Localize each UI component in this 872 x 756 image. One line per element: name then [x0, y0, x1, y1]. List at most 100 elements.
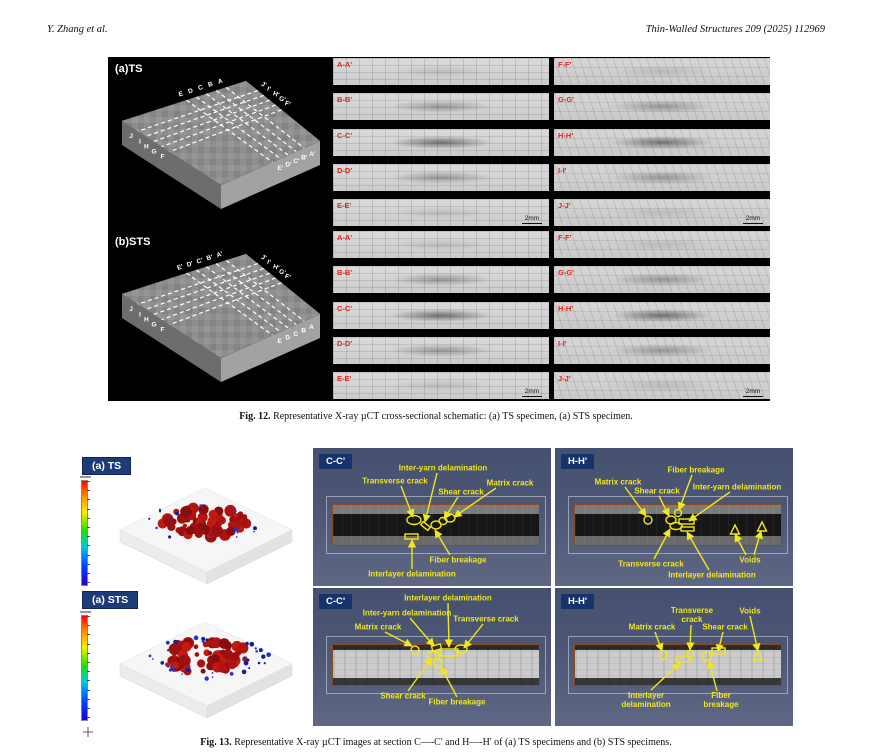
colorbar-tick	[87, 517, 90, 519]
colorbar-tick	[87, 616, 90, 617]
annotation-marker-rect	[427, 651, 440, 660]
damage-red-voxel	[217, 516, 226, 525]
colorbar-tick	[87, 545, 90, 547]
section-label: E-E'	[337, 374, 352, 383]
annotation-arrow	[658, 495, 670, 517]
edge-label: H'	[272, 263, 281, 272]
annotation-arrow	[624, 486, 647, 517]
edge-label: H'	[272, 90, 281, 99]
damage-red-voxel	[217, 663, 227, 673]
annotation-marker-void-triangle	[752, 649, 764, 661]
edge-label: F	[161, 154, 165, 161]
annotation-arrow	[422, 472, 438, 523]
section-label: G-G'	[558, 268, 574, 278]
edge-label: D'	[186, 260, 195, 269]
annotation-arrow	[654, 631, 664, 652]
figure-13-caption: Fig. 13. Representative X-ray µCT images…	[0, 737, 872, 748]
annotation-marker-rect	[678, 518, 695, 525]
annotation-label: Inter-yarn delamination	[692, 482, 782, 492]
annotation-label: Inter-yarn delamination	[362, 608, 452, 618]
section-label: I-I'	[558, 338, 567, 348]
damage-red-voxel	[197, 659, 206, 668]
annotation-marker-void-triangle	[756, 520, 768, 532]
damage-red-voxel	[210, 524, 223, 538]
edge-label: G	[152, 322, 157, 329]
damage-blue-voxel	[254, 647, 257, 650]
scale-bar-line	[522, 395, 542, 397]
color-scale	[80, 611, 97, 723]
section-label: B-B'	[337, 95, 353, 105]
annotation-arrow	[653, 528, 671, 560]
ct-strip: B-B'	[333, 93, 549, 121]
ct-strip: I-I'	[554, 336, 770, 364]
ct-panel: C-C' Inter-yarn delamination Transverse cr…	[313, 448, 551, 586]
annotation-arrow	[715, 631, 724, 653]
damage-blue-voxel	[171, 663, 174, 666]
annotation-overlay	[624, 474, 768, 571]
ct-strip: F-F'	[554, 58, 770, 85]
annotation-marker-circle	[410, 645, 420, 655]
annotation-overlay	[384, 602, 484, 698]
annotation-label: Fiber breakage	[429, 555, 487, 565]
axis-triad-icon	[83, 727, 93, 737]
colorbar-tick	[87, 662, 90, 663]
viewport-frame	[568, 636, 788, 694]
annotation-arrow	[384, 631, 413, 647]
damage-red-voxel	[237, 511, 244, 518]
colorbar-tick	[87, 625, 90, 627]
ct-strip: I-I'	[554, 163, 770, 191]
damage-blue-voxel	[255, 650, 258, 653]
annotation-arrow	[688, 491, 731, 522]
damage-blue-voxel	[168, 668, 173, 672]
damage-red-voxel	[224, 504, 237, 517]
edge-label: J	[129, 306, 133, 313]
colorbar-tick	[87, 643, 90, 645]
damage-blue-voxel	[175, 511, 179, 516]
section-line	[169, 282, 282, 326]
edge-label: G'	[278, 95, 287, 104]
damage-render-ts	[119, 487, 293, 585]
schematic-title: (b)STS	[115, 236, 150, 248]
damage-red-voxel	[200, 668, 206, 674]
header-journal: Thin-Walled Structures 209 (2025) 112969	[645, 24, 825, 35]
ct-strip: C-C'	[333, 128, 549, 156]
damage-red-voxel	[197, 522, 204, 530]
damage-blue-voxel	[209, 534, 212, 537]
damage-blue-voxel	[205, 638, 209, 642]
edge-label: B'	[301, 155, 308, 162]
ct-strip: H-H'	[554, 301, 770, 329]
damage-blue-voxel	[166, 664, 170, 668]
figure-12-caption-text: Representative X-ray µCT cross-sectional…	[270, 411, 633, 422]
ct-strip: D-D'	[333, 163, 549, 191]
damage-blue-voxel	[193, 635, 199, 641]
scale-bar: 2mm	[522, 388, 542, 397]
edge-label: E'	[176, 263, 184, 272]
section-line	[225, 259, 305, 322]
scale-bar: 2mm	[522, 215, 542, 224]
section-label: J-J'	[558, 201, 571, 210]
colorbar-tick	[87, 652, 90, 654]
annotation-arrow	[650, 662, 681, 691]
annotation-marker-rect	[711, 647, 726, 655]
ct-strip: G-G'	[554, 266, 770, 294]
fig12-row: E' D' C' B' A' J' I' H' G' F' J I H G F E D C B A (b)STS A-A'…	[108, 230, 770, 400]
damage-blue-voxel	[185, 667, 191, 673]
damage-blue-voxel	[165, 640, 170, 645]
figure-12-caption: Fig. 12. Representative X-ray µCT cross-…	[0, 411, 872, 422]
annotation-arrow	[677, 474, 693, 511]
damage-blue-voxel	[155, 526, 158, 530]
damage-blue-voxel	[173, 639, 178, 644]
annotation-marker-ellipse	[454, 644, 468, 654]
damage-blue-voxel	[245, 641, 249, 646]
damage-blue-voxel	[181, 673, 183, 675]
damage-blue-voxel	[233, 527, 238, 532]
damage-blue-voxel	[168, 535, 172, 539]
annotation-arrow	[444, 602, 454, 648]
annotation-arrow	[749, 615, 761, 652]
annotation-label: Voids	[739, 606, 761, 616]
annotation-arrow	[409, 617, 435, 647]
colorbar-tick	[87, 708, 90, 709]
schematic-title: (a)TS	[115, 63, 143, 75]
damage-blue-voxel	[171, 668, 176, 672]
colorbar-tick	[87, 680, 90, 682]
